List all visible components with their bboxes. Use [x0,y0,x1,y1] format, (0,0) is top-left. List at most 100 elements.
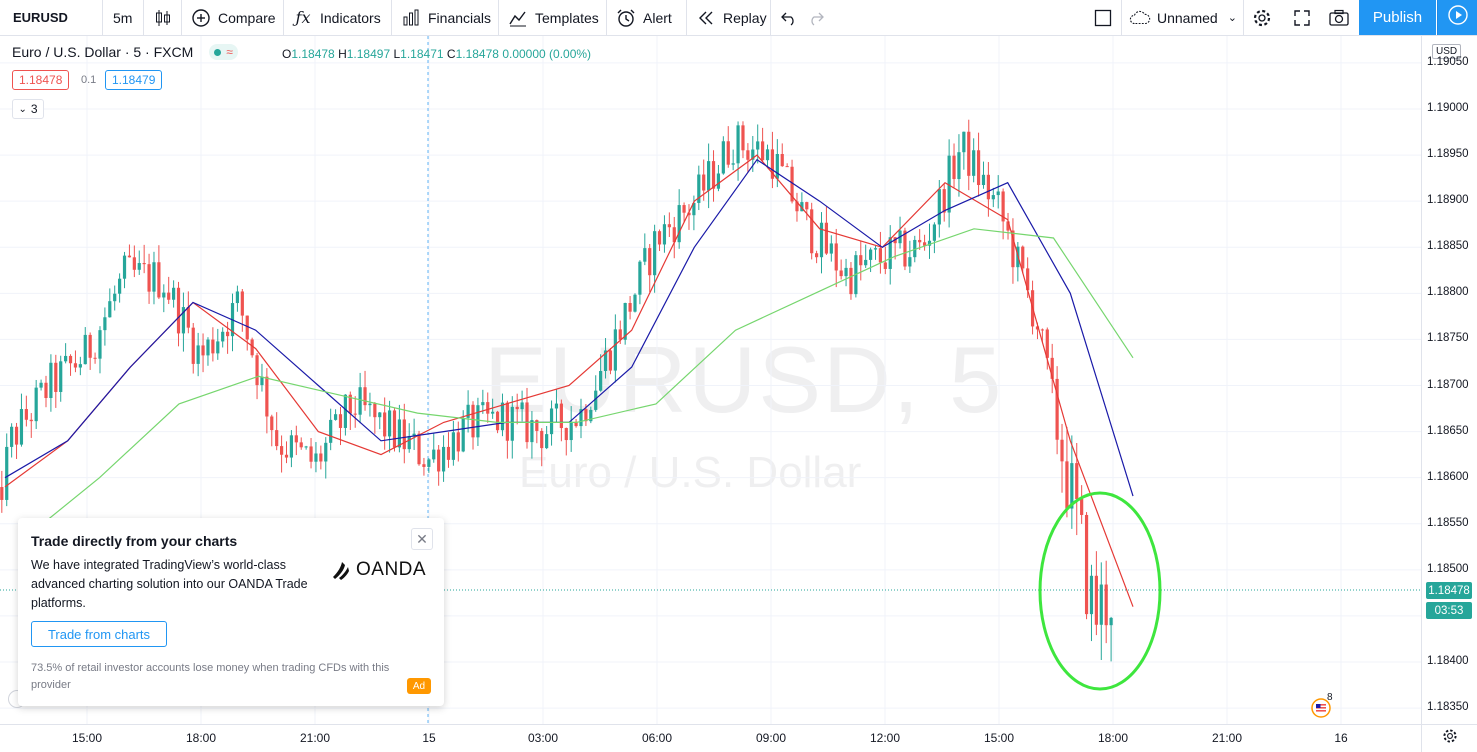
price-tick-label: 1.19050 [1427,55,1469,68]
candle-body [638,261,642,295]
candle-body [834,243,838,271]
compare-button[interactable]: Compare [190,0,276,35]
symbol-watermark: EURUSD, 5 [484,327,1004,432]
candle-body [49,362,53,399]
candle-body [1040,329,1044,331]
candle-body [1026,268,1030,291]
candle-body [157,262,161,298]
redo-button[interactable] [805,0,833,35]
publish-menu-button[interactable] [1437,0,1477,35]
candle-body [530,420,534,443]
candle-body [1065,461,1069,509]
indicators-button[interactable]: ƒx Indicators [292,0,381,35]
price-tick-label: 1.18350 [1427,701,1469,714]
candle-body [108,301,112,318]
price-tick-label: 1.18550 [1427,516,1469,529]
chart-pane[interactable]: EURUSD, 5 Euro / U.S. Dollar [0,36,1421,724]
candle-body [603,350,608,372]
indicators-collapse-button[interactable]: ⌄ 3 [12,99,44,119]
price-chart[interactable] [0,36,1421,724]
divider [391,0,392,35]
financials-button[interactable]: Financials [400,0,491,35]
candle-body [172,287,176,300]
candle-body [10,426,14,447]
buy-price-button[interactable]: 1.18479 [105,70,163,90]
alert-button[interactable]: Alert [615,0,672,35]
templates-button[interactable]: Templates [507,0,599,35]
candle-body [255,355,259,386]
candle-body [441,446,446,472]
fx-icon: ƒx [295,8,311,27]
time-axis[interactable]: 15:00 18:00 21:00 15 03:00 06:00 09:00 12:00 15:… [0,724,1421,752]
price-axis[interactable]: USD 1.19050 1.19000 1.18950 1.18900 1.18850 1… [1421,36,1477,724]
candle-body [481,402,485,406]
candle-body [510,406,514,441]
close-value: 1.18478 [455,47,499,61]
candle-body [54,362,58,392]
candle-body [368,403,372,406]
candle-body [1099,584,1103,625]
candle-body [446,446,451,460]
replay-button[interactable]: Replay [695,0,767,35]
countdown-tag: 03:53 [1426,602,1472,619]
fullscreen-layout-button[interactable] [1092,0,1120,35]
candle-body [343,394,347,428]
chart-style-button[interactable] [152,0,180,35]
candle-body [1006,221,1010,231]
high-label: H [338,47,347,61]
candle-body [976,150,981,186]
description-watermark: Euro / U.S. Dollar [519,448,862,497]
divider [181,0,182,35]
legend-title[interactable]: Euro / U.S. Dollar · 5 · FXCM [12,44,194,60]
candle-body [692,202,696,216]
layout-name-button[interactable]: Unnamed ⌄ [1129,0,1237,35]
price-tick-label: 1.19000 [1427,102,1469,114]
candle-body [628,303,632,312]
candle-body [456,432,460,452]
candle-body [1075,463,1079,499]
undo-button[interactable] [778,0,806,35]
alert-label: Alert [643,9,672,26]
symbol-search[interactable]: EURUSD [13,10,68,25]
candle-body [697,174,701,203]
divider [1121,0,1122,35]
candle-body [780,154,784,167]
candle-body [1094,575,1098,625]
snapshot-button[interactable] [1328,0,1356,35]
candle-body [1021,246,1025,269]
candle-body [152,262,156,292]
oanda-logo-icon [333,562,349,580]
candle-body [226,331,230,337]
settings-button[interactable] [1251,0,1279,35]
sell-price-button[interactable]: 1.18478 [12,70,70,90]
chevron-down-icon: ⌄ [1227,12,1237,24]
candle-body [29,419,33,422]
cloud-icon [1129,7,1151,29]
candle-body [653,231,657,276]
candle-body [937,189,941,225]
candle-body [333,414,338,420]
time-tick-label: 06:00 [641,731,673,745]
currency-label[interactable]: USD [1432,44,1462,59]
trade-from-charts-button[interactable]: Trade from charts [31,621,167,647]
publish-button[interactable]: Publish [1359,0,1436,35]
candle-body [765,149,770,161]
axis-settings-button[interactable] [1421,724,1477,752]
ad-close-button[interactable]: ✕ [411,528,433,550]
candle-body [554,403,559,409]
interval-button[interactable]: 5m [113,9,133,26]
candle-body [505,402,509,441]
candle-body [0,487,4,500]
fullscreen-button[interactable] [1291,0,1319,35]
divider [1243,0,1244,35]
economic-events-button[interactable]: 8 [1311,692,1333,718]
highlight-ellipse [1038,491,1162,691]
candle-body [113,293,117,302]
candle-body [618,329,622,340]
candle-body [770,149,775,179]
candle-body [800,202,804,212]
candle-body [162,292,166,298]
candle-body [589,409,593,422]
candle-body [250,339,254,356]
market-status[interactable]: ≈ [209,44,238,60]
